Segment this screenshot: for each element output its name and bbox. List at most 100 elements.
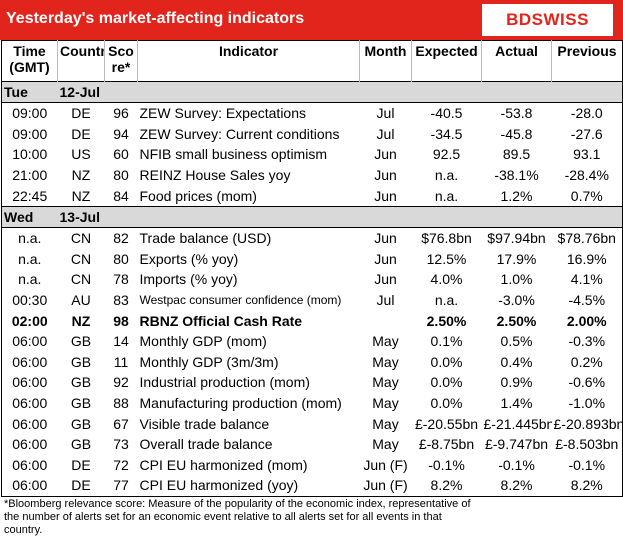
cell: Monthly GDP (mom)	[139, 333, 267, 350]
cell: 2.00%	[566, 312, 607, 329]
cell: 06:00	[12, 374, 48, 391]
data-row: 22:45 NZ 84 Food prices (mom) Jun n.a. 1.2% 0.7…	[2, 185, 623, 206]
cell: -53.8	[500, 105, 533, 122]
cell: 09:00	[12, 105, 48, 122]
column-header: Time (GMT)	[9, 43, 50, 75]
cell: DE	[71, 477, 91, 494]
cell: 0.0%	[430, 353, 463, 370]
cell: 2.50%	[426, 312, 467, 329]
cell: 06:00	[12, 477, 48, 494]
cell: 8.2%	[430, 477, 463, 494]
cell: £-20.893bn	[553, 415, 623, 432]
cell: RBNZ Official Cash Rate	[139, 312, 303, 329]
cell: 98	[113, 312, 129, 329]
cell: 06:00	[12, 456, 48, 473]
cell: May	[372, 415, 399, 432]
cell: -28.4%	[564, 167, 609, 184]
day-name: Wed	[1, 205, 58, 228]
cell: 0.1%	[430, 333, 463, 350]
header-row: Time (GMT)CountryScore*IndicatorMonthExp…	[2, 40, 623, 82]
logo: BDSWISS	[482, 4, 613, 36]
cell: 14	[113, 333, 129, 350]
indicator-table: Time (GMT)CountryScore*IndicatorMonthExp…	[1, 40, 623, 497]
cell: -28.0	[570, 105, 603, 122]
cell: -27.6	[570, 125, 603, 142]
cell: -38.1%	[494, 167, 539, 184]
data-row: 06:00 DE 72 CPI EU harmonized (mom) Jun (F) -…	[2, 455, 623, 476]
cell: Food prices (mom)	[139, 187, 257, 204]
cell: NZ	[71, 187, 91, 204]
cell: GB	[70, 333, 92, 350]
cell: 00:30	[12, 292, 48, 309]
cell: Jun (F)	[363, 456, 408, 473]
cell: 89.5	[502, 146, 531, 163]
cell: 8.2%	[500, 477, 533, 494]
column-header: Previous	[551, 40, 623, 82]
cell: GB	[70, 415, 92, 432]
day-row: Wed 13-Jul	[1, 205, 623, 228]
cell: £-20.55bn	[414, 415, 479, 432]
cell: Jul	[376, 292, 395, 309]
cell: 4.0%	[430, 271, 463, 288]
cell: n.a.	[18, 230, 42, 247]
cell: -3.0%	[498, 292, 535, 309]
data-row: 06:00 GB 14 Monthly GDP (mom) May 0.1% 0.5% -0.…	[2, 331, 623, 352]
cell: n.a.	[18, 250, 42, 267]
cell: £-8.75bn	[418, 436, 475, 453]
cell: -0.6%	[568, 374, 606, 391]
cell: $97.94bn	[487, 230, 546, 247]
cell: Jun	[374, 187, 397, 204]
cell: 92.5	[432, 146, 461, 163]
data-row: 06:00 GB 11 Monthly GDP (3m/3m) May 0.0% 0.4% 0…	[2, 352, 623, 373]
cell: US	[71, 146, 91, 163]
footnote: *Bloomberg relevance score: Measure of t…	[4, 498, 471, 536]
cell: NZ	[71, 167, 91, 184]
cell: 17.9%	[496, 250, 537, 267]
cell: -0.1%	[568, 456, 606, 473]
day-row: Tue 12-Jul	[1, 81, 623, 103]
data-row: 02:00 NZ 98 RBNZ Official Cash Rate 2.50% 2.5…	[2, 310, 623, 331]
cell: 4.1%	[570, 271, 603, 288]
data-row: n.a. CN 82 Trade balance (USD) Jun $76.8bn $97…	[2, 227, 623, 248]
column-header: Score*	[104, 40, 138, 82]
cell: GB	[70, 395, 92, 412]
cell: CN	[70, 271, 92, 288]
cell: 93.1	[573, 146, 601, 163]
data-row: 09:00 DE 94 ZEW Survey: Current conditions J…	[2, 124, 623, 145]
cell: 73	[113, 436, 129, 453]
cell: 06:00	[12, 395, 48, 412]
data-row: 06:00 GB 88 Manufacturing production (mom) M…	[2, 393, 623, 414]
day-name: Tue	[1, 81, 58, 103]
header-bar: Yesterday's market-affecting indicators …	[0, 0, 623, 40]
cell: 06:00	[12, 415, 48, 432]
data-row: n.a. CN 80 Exports (% yoy) Jun 12.5% 17.9% 16.9…	[2, 249, 623, 270]
cell: 09:00	[12, 125, 48, 142]
cell: REINZ House Sales yoy	[139, 167, 291, 184]
cell: 72	[113, 456, 129, 473]
cell: Jul	[376, 105, 395, 122]
cell: -0.3%	[568, 333, 606, 350]
cell: -0.1%	[498, 456, 535, 473]
cell: 67	[113, 415, 129, 432]
cell: CN	[70, 250, 92, 267]
cell: 84	[113, 187, 129, 204]
cell: -34.5	[430, 125, 463, 142]
cell: £-9.747bn	[484, 436, 549, 453]
cell: £-21.445bn	[483, 415, 552, 432]
column-header: Indicator	[137, 40, 360, 82]
cell: NFIB small business optimism	[139, 146, 328, 163]
cell: 0.5%	[500, 333, 533, 350]
cell: Manufacturing production (mom)	[139, 395, 342, 412]
cell: 21:00	[12, 167, 48, 184]
cell: 16.9%	[566, 250, 607, 267]
cell: £-8.503bn	[555, 436, 619, 453]
cell: 10:00	[12, 146, 48, 163]
column-header: Month	[359, 40, 412, 82]
cell: 1.4%	[500, 395, 533, 412]
cell: n.a.	[434, 292, 459, 309]
cell: 02:00	[11, 312, 48, 329]
cell: 0.7%	[570, 187, 603, 204]
cell: GB	[70, 353, 92, 370]
cell: Monthly GDP (3m/3m)	[139, 353, 279, 370]
cell: May	[372, 395, 399, 412]
